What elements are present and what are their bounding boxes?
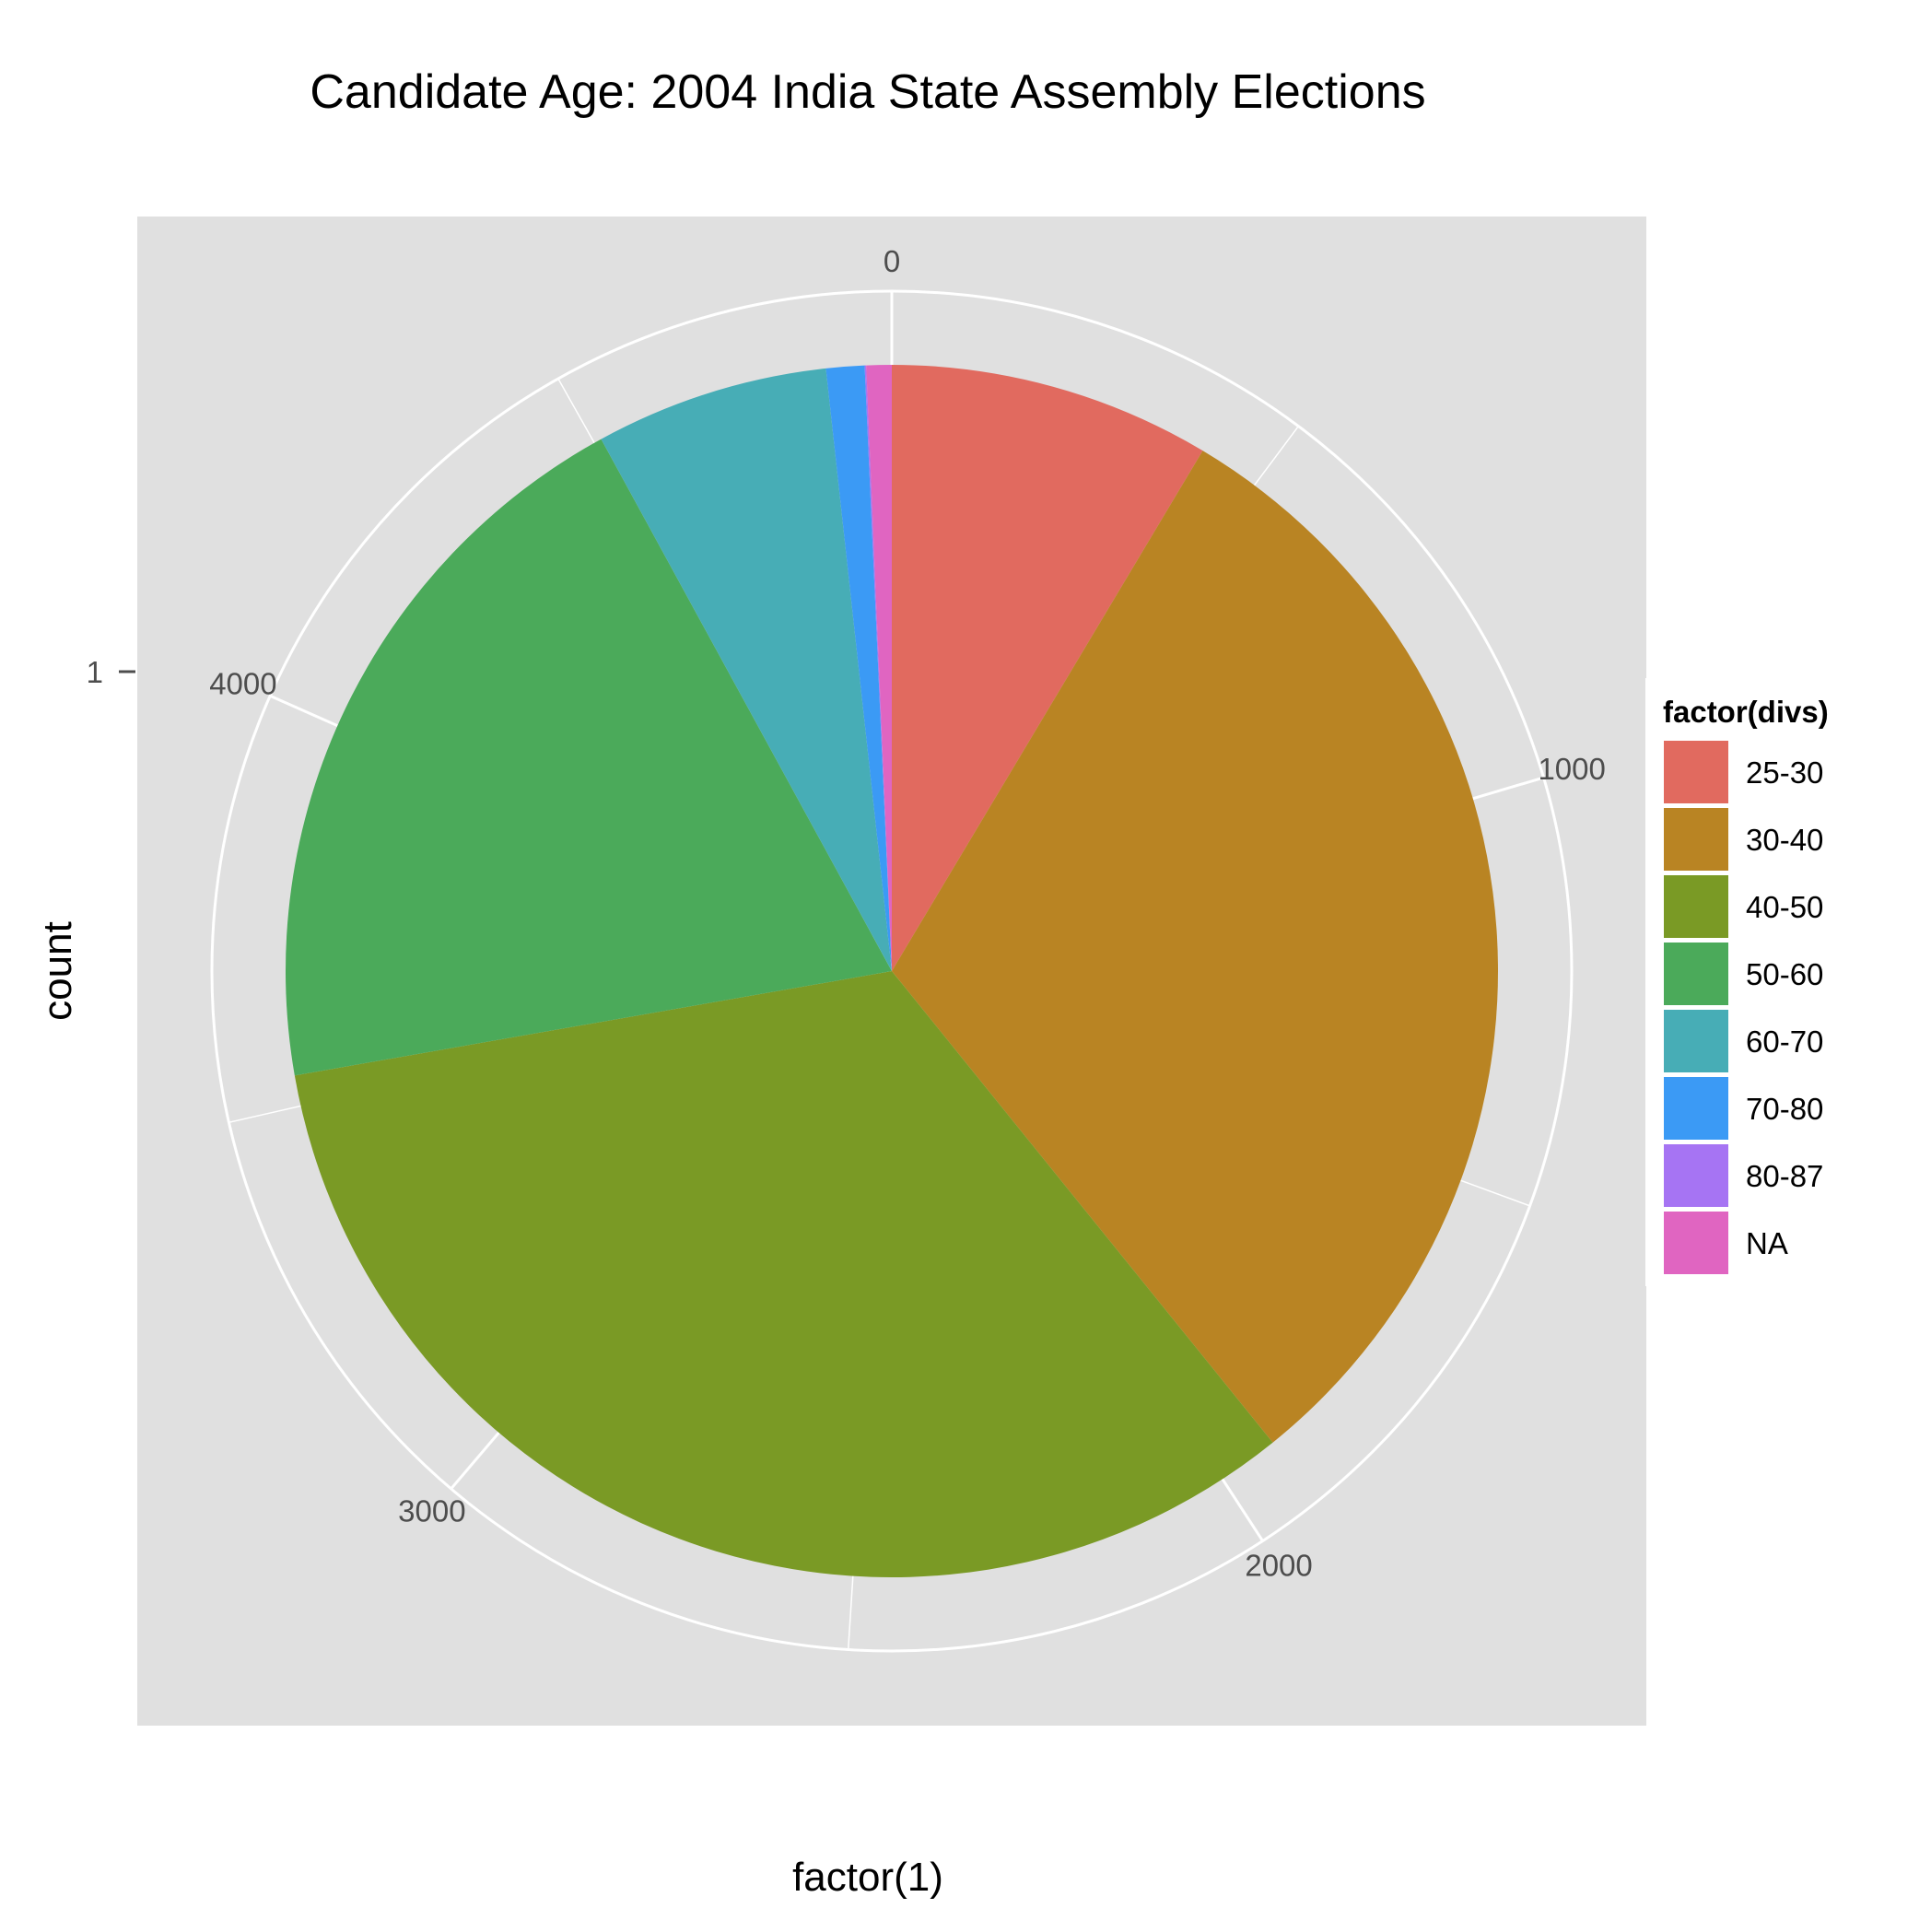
legend-label: NA bbox=[1746, 1226, 1788, 1260]
radial-tick-label: 0 bbox=[884, 244, 900, 278]
pie-slice-30-40 bbox=[892, 451, 1499, 1443]
pie-slice-25-30 bbox=[892, 365, 1203, 971]
legend-label: 50-60 bbox=[1746, 957, 1823, 991]
radial-tick-label: 4000 bbox=[209, 666, 276, 700]
y-axis-title: count bbox=[35, 921, 80, 1021]
legend-key-25-30 bbox=[1662, 739, 1730, 805]
legend-title: factor(divs) bbox=[1663, 695, 1829, 729]
pie-slice-70-80 bbox=[825, 365, 892, 971]
pie-slices bbox=[285, 365, 1499, 1577]
legend-key-80-87 bbox=[1662, 1142, 1730, 1209]
legend-label: 70-80 bbox=[1746, 1092, 1823, 1126]
radial-tick-labels: 0 1000 2000 3000 4000 bbox=[209, 244, 1606, 1582]
legend-key-30-40 bbox=[1662, 806, 1730, 872]
legend-label: 60-70 bbox=[1746, 1025, 1823, 1059]
legend-key-na bbox=[1662, 1210, 1730, 1276]
pie-slice-40-50 bbox=[294, 971, 1273, 1577]
pie-slice-na bbox=[866, 365, 892, 971]
chart-title: Candidate Age: 2004 India State Assembly… bbox=[310, 65, 1425, 119]
radial-tick-label: 2000 bbox=[1245, 1548, 1312, 1582]
pie-slice-60-70 bbox=[601, 368, 892, 971]
legend-key-50-60 bbox=[1662, 941, 1730, 1007]
legend-items: 25-30 30-40 40-50 50-60 60-70 70-80 80-87 NA bbox=[1662, 739, 1823, 1276]
x-axis-title: factor(1) bbox=[792, 1855, 943, 1900]
legend-key-60-70 bbox=[1662, 1008, 1730, 1074]
radial-tick-label: 1000 bbox=[1538, 752, 1605, 786]
pie-slice-50-60 bbox=[285, 439, 892, 1076]
legend-key-40-50 bbox=[1662, 873, 1730, 940]
pie-slice-80-87 bbox=[864, 365, 892, 972]
legend-label: 30-40 bbox=[1746, 823, 1823, 857]
legend: factor(divs) 25-30 30-40 40-50 50-60 60-70 70… bbox=[1645, 678, 1913, 1286]
y-tick-label-1: 1 bbox=[87, 655, 103, 689]
radial-tick-label: 3000 bbox=[398, 1493, 465, 1528]
legend-label: 80-87 bbox=[1746, 1159, 1823, 1193]
legend-key-70-80 bbox=[1662, 1075, 1730, 1142]
legend-label: 25-30 bbox=[1746, 755, 1823, 790]
legend-label: 40-50 bbox=[1746, 890, 1823, 924]
